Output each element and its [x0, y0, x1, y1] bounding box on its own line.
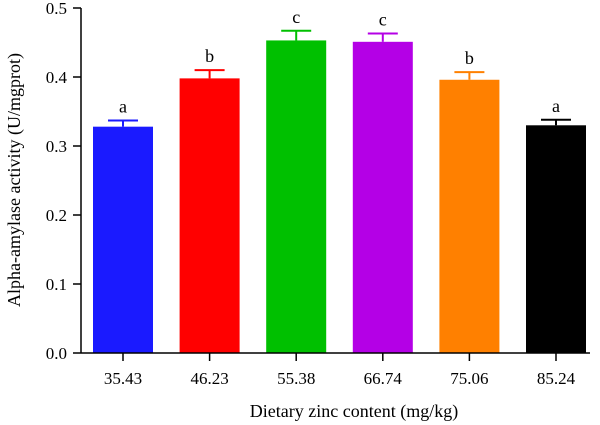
x-tick-label-75.06: 75.06 [450, 369, 488, 388]
x-tick-label-35.43: 35.43 [104, 369, 142, 388]
significance-label-46.23: b [205, 46, 214, 66]
bar-55.38 [266, 40, 327, 354]
x-tick-label-66.74: 66.74 [364, 369, 403, 388]
y-tick-label-0.5: 0.5 [46, 0, 67, 18]
bar-75.06 [439, 79, 500, 353]
x-tick-label-46.23: 46.23 [190, 369, 228, 388]
significance-label-55.38: c [292, 7, 300, 27]
x-tick-label-55.38: 55.38 [277, 369, 315, 388]
y-axis-title: Alpha-amylase activity (U/mgprot) [4, 53, 25, 307]
y-tick-label-0.3: 0.3 [46, 137, 67, 156]
bar-85.24 [526, 125, 586, 353]
significance-label-75.06: b [465, 48, 474, 68]
significance-labels-layer: a b c c b a [119, 7, 560, 117]
significance-label-66.74: c [379, 10, 387, 30]
y-tick-label-0.0: 0.0 [46, 344, 67, 363]
error-bars-layer [108, 29, 571, 127]
x-tick-label-85.24: 85.24 [537, 369, 576, 388]
y-tick-label-0.1: 0.1 [46, 275, 67, 294]
x-axis-title: Dietary zinc content (mg/kg) [250, 401, 458, 422]
significance-label-85.24: a [552, 96, 560, 116]
significance-label-35.43: a [119, 96, 127, 116]
y-tick-label-0.4: 0.4 [46, 68, 68, 87]
y-tick-label-0.2: 0.2 [46, 206, 67, 225]
bar-66.74 [352, 41, 413, 354]
bars-layer [93, 40, 586, 354]
bar-46.23 [179, 78, 240, 353]
axes-layer [80, 8, 590, 354]
bar-35.43 [93, 126, 153, 354]
ticks-layer: 35.43 46.23 55.38 66.74 75.06 85.24 0.0 0.1 0.2 0… [46, 0, 576, 388]
